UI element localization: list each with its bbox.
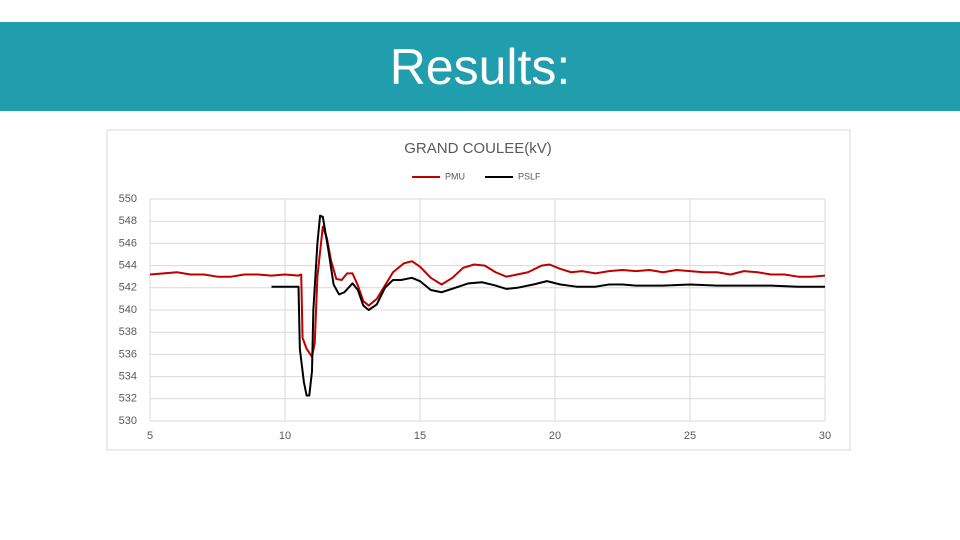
y-tick-label: 534	[119, 371, 137, 383]
x-tick-label: 5	[147, 430, 153, 442]
x-tick-label: 15	[414, 430, 426, 442]
y-tick-label: 530	[119, 415, 137, 427]
x-tick-label: 10	[279, 430, 291, 442]
x-tick-label: 25	[684, 430, 696, 442]
x-tick-label: 20	[549, 430, 561, 442]
y-tick-label: 538	[119, 326, 137, 338]
y-tick-label: 546	[119, 237, 137, 249]
y-tick-label: 540	[119, 304, 137, 316]
y-tick-label: 536	[119, 348, 137, 360]
legend-label: PSLF	[518, 171, 541, 181]
series-line	[149, 225, 826, 358]
slide-title: Results:	[0, 22, 960, 111]
chart-title: GRAND COULEE(kV)	[404, 140, 552, 157]
y-tick-label: 548	[119, 215, 137, 227]
y-tick-label: 550	[119, 193, 137, 205]
x-tick-label: 30	[819, 430, 831, 442]
legend-label: PMU	[445, 171, 465, 181]
chart-frame	[106, 129, 851, 451]
y-tick-label: 542	[119, 282, 137, 294]
series-line	[271, 214, 825, 397]
y-tick-label: 544	[119, 260, 137, 272]
y-tick-label: 532	[119, 393, 137, 405]
